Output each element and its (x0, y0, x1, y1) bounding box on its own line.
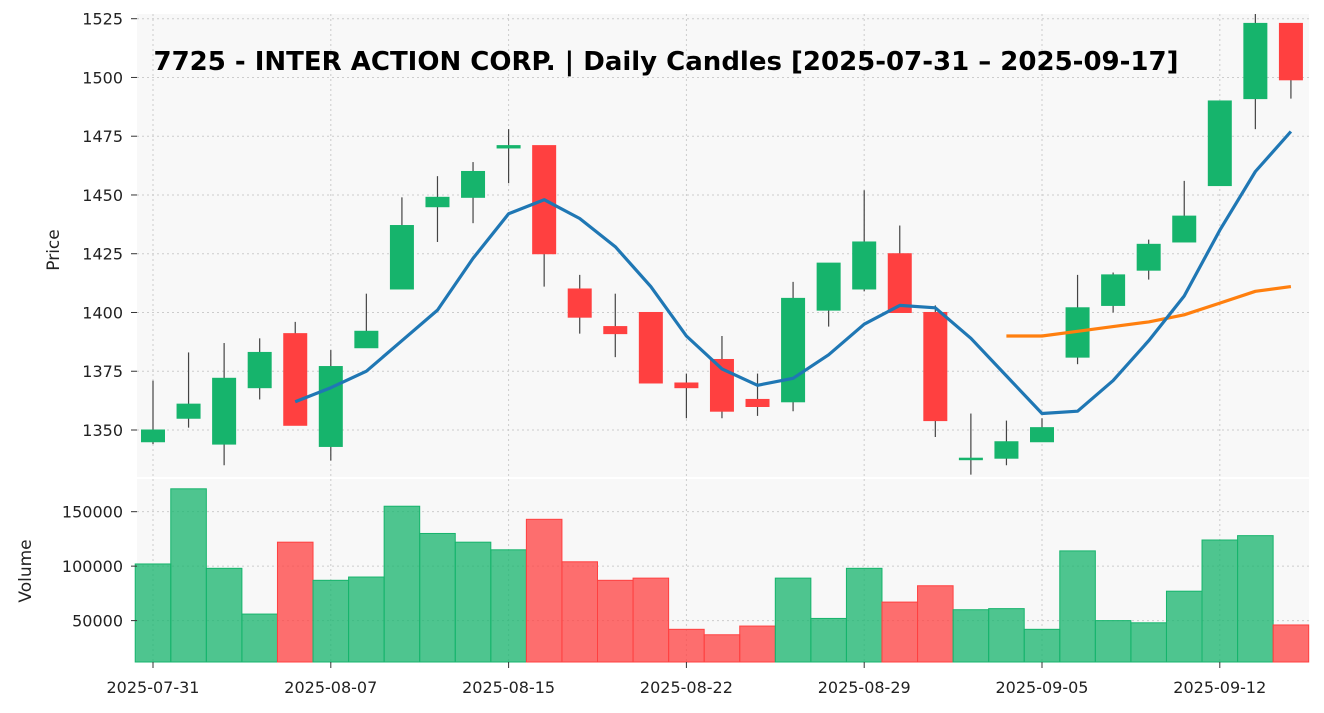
date-tick-label: 2025-08-22 (640, 678, 733, 697)
candle-body (496, 145, 521, 149)
volume-bar (845, 567, 883, 663)
volume-bar (1130, 622, 1167, 663)
price-axis-label: Price (44, 229, 64, 270)
candle-body (781, 297, 806, 403)
date-tick-label: 2025-08-07 (284, 678, 377, 697)
candle-body (425, 196, 450, 208)
candle-body (461, 170, 486, 198)
volume-bar (1094, 620, 1132, 663)
price-tick-label: 1525 (82, 10, 123, 29)
price-tick-label: 1375 (82, 362, 123, 381)
candle-body (1136, 243, 1161, 271)
volume-bar (419, 532, 456, 663)
volume-bar (241, 613, 278, 663)
volume-bar (632, 577, 670, 663)
candle-body (567, 288, 592, 318)
volume-bar (668, 628, 705, 663)
volume-bars (134, 488, 1310, 663)
candle-body (283, 333, 308, 426)
volume-bar (988, 608, 1025, 663)
volume-tick-label: 50000 (72, 612, 123, 631)
volume-bar (703, 634, 741, 663)
candle-body (318, 366, 343, 447)
volume-bar (881, 601, 919, 663)
candle-body (852, 241, 877, 290)
ma-long-line (1006, 285, 1292, 338)
candle-body (1030, 427, 1054, 443)
date-axis-ticks: 2025-07-31 2025-08-07 2025-08-15 2025-08-22… (107, 662, 1266, 697)
volume-bar (597, 579, 634, 663)
price-tick-label: 1425 (82, 245, 123, 264)
ma-short-line (294, 130, 1293, 416)
candle-body (389, 225, 414, 290)
candle-body (247, 351, 272, 389)
volume-tick-label: 150000 (62, 503, 123, 522)
candle-body (816, 262, 841, 311)
date-tick-label: 2025-08-15 (462, 678, 555, 697)
volume-bar (1272, 624, 1310, 663)
candle-body (923, 311, 948, 422)
candle-body (958, 457, 983, 461)
date-tick-label: 2025-07-31 (107, 678, 200, 697)
volume-bar (383, 505, 421, 663)
candle-body (674, 382, 699, 389)
candle-body (994, 441, 1019, 459)
price-tick-label: 1475 (82, 127, 123, 146)
volume-bar (134, 563, 172, 663)
date-tick-label: 2025-08-29 (818, 678, 911, 697)
candle-body (176, 403, 201, 419)
volume-bar (348, 576, 385, 663)
candle-body (1207, 100, 1232, 187)
volume-bar (1201, 539, 1239, 663)
date-tick-label: 2025-09-12 (1173, 678, 1266, 697)
volume-bar (312, 579, 350, 663)
volume-bar (525, 518, 563, 663)
price-tick-label: 1350 (82, 421, 123, 440)
volume-bar (917, 585, 954, 663)
candle-body (1243, 22, 1268, 100)
candle-body (603, 326, 628, 335)
volume-bar (170, 488, 207, 663)
price-tick-label: 1500 (82, 68, 123, 87)
volume-axis-ticks: 50000 100000 150000 (62, 503, 137, 631)
candle-body (1101, 274, 1126, 306)
volume-tick-label: 100000 (62, 557, 123, 576)
volume-bar (1059, 550, 1096, 663)
candle-body (1172, 215, 1197, 243)
volume-axis-label: Volume (16, 539, 36, 602)
volume-bar (561, 561, 599, 663)
candle-body (1278, 22, 1303, 81)
date-tick-label: 2025-09-05 (996, 678, 1089, 697)
candle-body (141, 429, 165, 443)
candle-body (638, 311, 663, 384)
candle-body (354, 330, 379, 349)
candle-body (212, 377, 237, 445)
volume-bar (1237, 535, 1274, 663)
volume-bar (454, 541, 492, 663)
volume-bar (205, 567, 243, 663)
price-tick-label: 1400 (82, 303, 123, 322)
candle-body (745, 398, 770, 407)
volume-bar (739, 625, 776, 663)
volume-bar (810, 617, 847, 663)
volume-bar (952, 609, 990, 663)
volume-bar (276, 541, 314, 663)
volume-bar (1023, 628, 1061, 663)
moving-averages (294, 130, 1293, 416)
candle-body (887, 253, 912, 313)
volume-bar (774, 577, 812, 663)
price-axis-ticks: 1350 1375 1400 1425 1450 1475 1500 1525 (82, 10, 137, 440)
chart-title: 7725 - INTER ACTION CORP. | Daily Candle… (153, 47, 1178, 77)
volume-bar (1165, 590, 1203, 663)
price-tick-label: 1450 (82, 186, 123, 205)
volume-bar (490, 549, 527, 663)
